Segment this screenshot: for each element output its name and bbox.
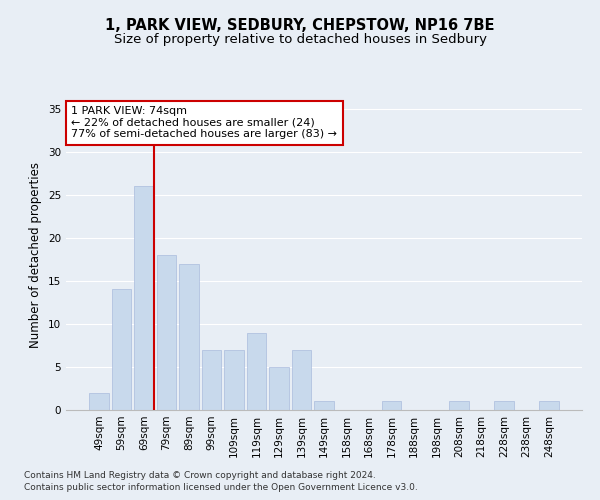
Bar [449, 402, 469, 410]
Text: Contains public sector information licensed under the Open Government Licence v3: Contains public sector information licen… [24, 484, 418, 492]
Bar [494, 402, 514, 410]
Bar [89, 393, 109, 410]
Bar [269, 367, 289, 410]
Bar [224, 350, 244, 410]
Bar [179, 264, 199, 410]
Bar [382, 402, 401, 410]
Text: 1, PARK VIEW, SEDBURY, CHEPSTOW, NP16 7BE: 1, PARK VIEW, SEDBURY, CHEPSTOW, NP16 7B… [105, 18, 495, 32]
Bar [292, 350, 311, 410]
Text: Contains HM Land Registry data © Crown copyright and database right 2024.: Contains HM Land Registry data © Crown c… [24, 471, 376, 480]
Text: 1 PARK VIEW: 74sqm
← 22% of detached houses are smaller (24)
77% of semi-detache: 1 PARK VIEW: 74sqm ← 22% of detached hou… [71, 106, 337, 140]
Text: Size of property relative to detached houses in Sedbury: Size of property relative to detached ho… [113, 32, 487, 46]
Bar [202, 350, 221, 410]
Bar [539, 402, 559, 410]
Bar [247, 332, 266, 410]
Bar [134, 186, 154, 410]
Bar [314, 402, 334, 410]
Bar [157, 255, 176, 410]
Y-axis label: Number of detached properties: Number of detached properties [29, 162, 43, 348]
Bar [112, 290, 131, 410]
